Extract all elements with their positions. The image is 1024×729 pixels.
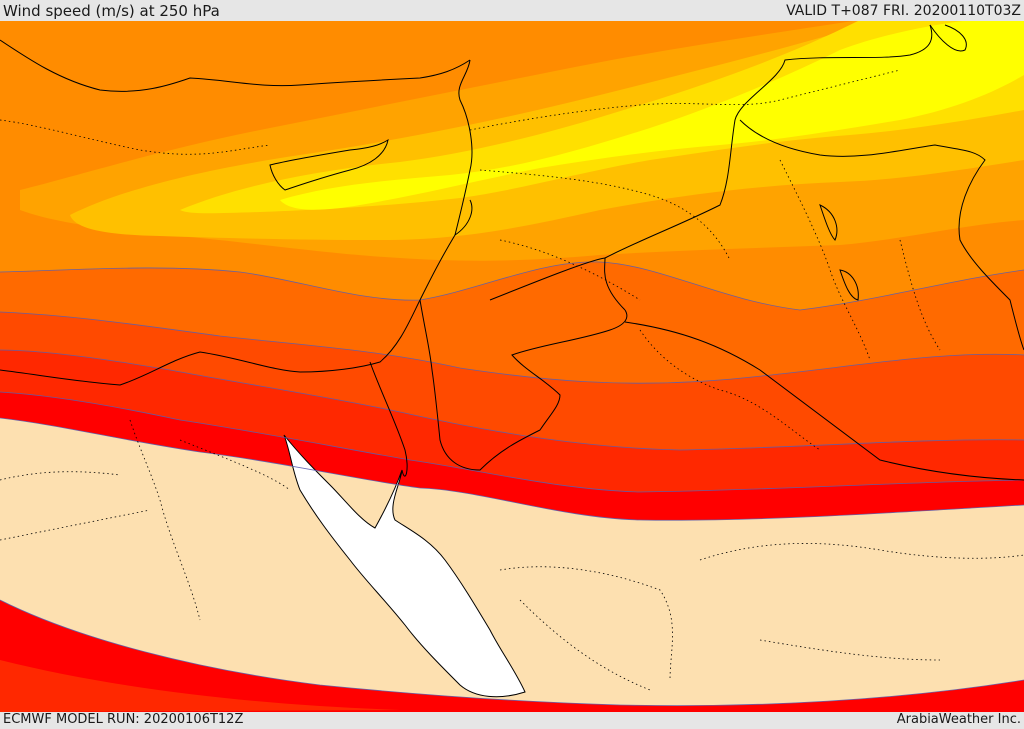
red-sea: [283, 434, 526, 698]
wind-speed-map: [0, 21, 1024, 712]
country-borders: [369, 24, 1024, 481]
map-title: Wind speed (m/s) at 250 hPa: [3, 2, 220, 20]
footer-bar: ECMWF MODEL RUN: 20200106T12Z ArabiaWeat…: [0, 712, 1024, 729]
wind-bands: [0, 21, 1024, 712]
model-run-label: ECMWF MODEL RUN: 20200106T12Z: [3, 712, 244, 727]
coastlines: [0, 24, 967, 386]
band-south-red: [0, 600, 1024, 712]
valid-time-label: VALID T+087 FRI. 20200110T03Z: [786, 3, 1021, 19]
header-bar: Wind speed (m/s) at 250 hPa VALID T+087 …: [0, 0, 1024, 21]
band-yellow-core: [280, 21, 1024, 210]
band-south-red-inner: [0, 660, 400, 712]
contour-lines: [0, 261, 1024, 707]
provider-label: ArabiaWeather Inc.: [896, 712, 1021, 727]
region-borders: [0, 69, 1024, 691]
